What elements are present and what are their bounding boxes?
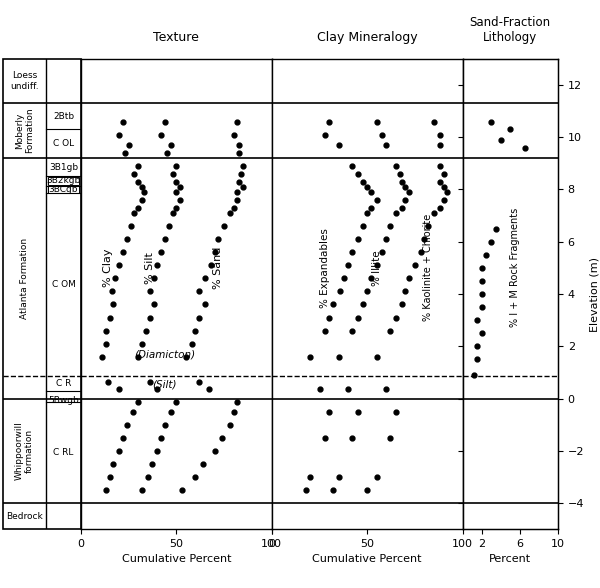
Text: % Expandables: % Expandables	[320, 228, 330, 308]
Text: Whippoorwill
formation: Whippoorwill formation	[15, 422, 34, 480]
Text: Loess
undiff.: Loess undiff.	[10, 71, 39, 91]
Text: Texture: Texture	[154, 31, 199, 44]
Text: C R: C R	[56, 379, 71, 388]
Text: % Silt: % Silt	[145, 252, 155, 284]
X-axis label: Percent: Percent	[489, 554, 532, 564]
Text: % I + M Rock Fragments: % I + M Rock Fragments	[510, 208, 520, 328]
X-axis label: Cumulative Percent: Cumulative Percent	[122, 554, 231, 564]
Y-axis label: Elevation (m): Elevation (m)	[590, 256, 600, 332]
Text: Clay Mineralogy: Clay Mineralogy	[317, 31, 418, 44]
Text: 5Bwgb: 5Bwgb	[48, 396, 79, 405]
Text: 3B1gb: 3B1gb	[49, 163, 78, 172]
Text: 3BCgb: 3BCgb	[49, 185, 78, 194]
Text: % Illite: % Illite	[372, 250, 382, 286]
Text: 3B2kgb: 3B2kgb	[46, 176, 80, 185]
Bar	[47, 177, 79, 185]
Text: % Kaolinite + Chlorite: % Kaolinite + Chlorite	[423, 214, 433, 322]
Text: (Diamicton): (Diamicton)	[134, 349, 196, 359]
Text: C OM: C OM	[52, 280, 76, 289]
Text: % Sand: % Sand	[214, 247, 223, 289]
Text: % Clay: % Clay	[103, 249, 113, 287]
Text: C OL: C OL	[53, 139, 74, 148]
Text: C RL: C RL	[53, 448, 74, 457]
Text: 2Btb: 2Btb	[53, 112, 74, 121]
Text: Atlanta Formation: Atlanta Formation	[20, 238, 29, 319]
Text: Moberly
Formation: Moberly Formation	[15, 108, 34, 153]
Text: Sand-Fraction
Lithology: Sand-Fraction Lithology	[470, 16, 551, 44]
Text: (Silt): (Silt)	[153, 379, 177, 389]
Text: Bedrock: Bedrock	[6, 512, 43, 520]
X-axis label: Cumulative Percent: Cumulative Percent	[313, 554, 422, 564]
Bar	[47, 186, 79, 193]
